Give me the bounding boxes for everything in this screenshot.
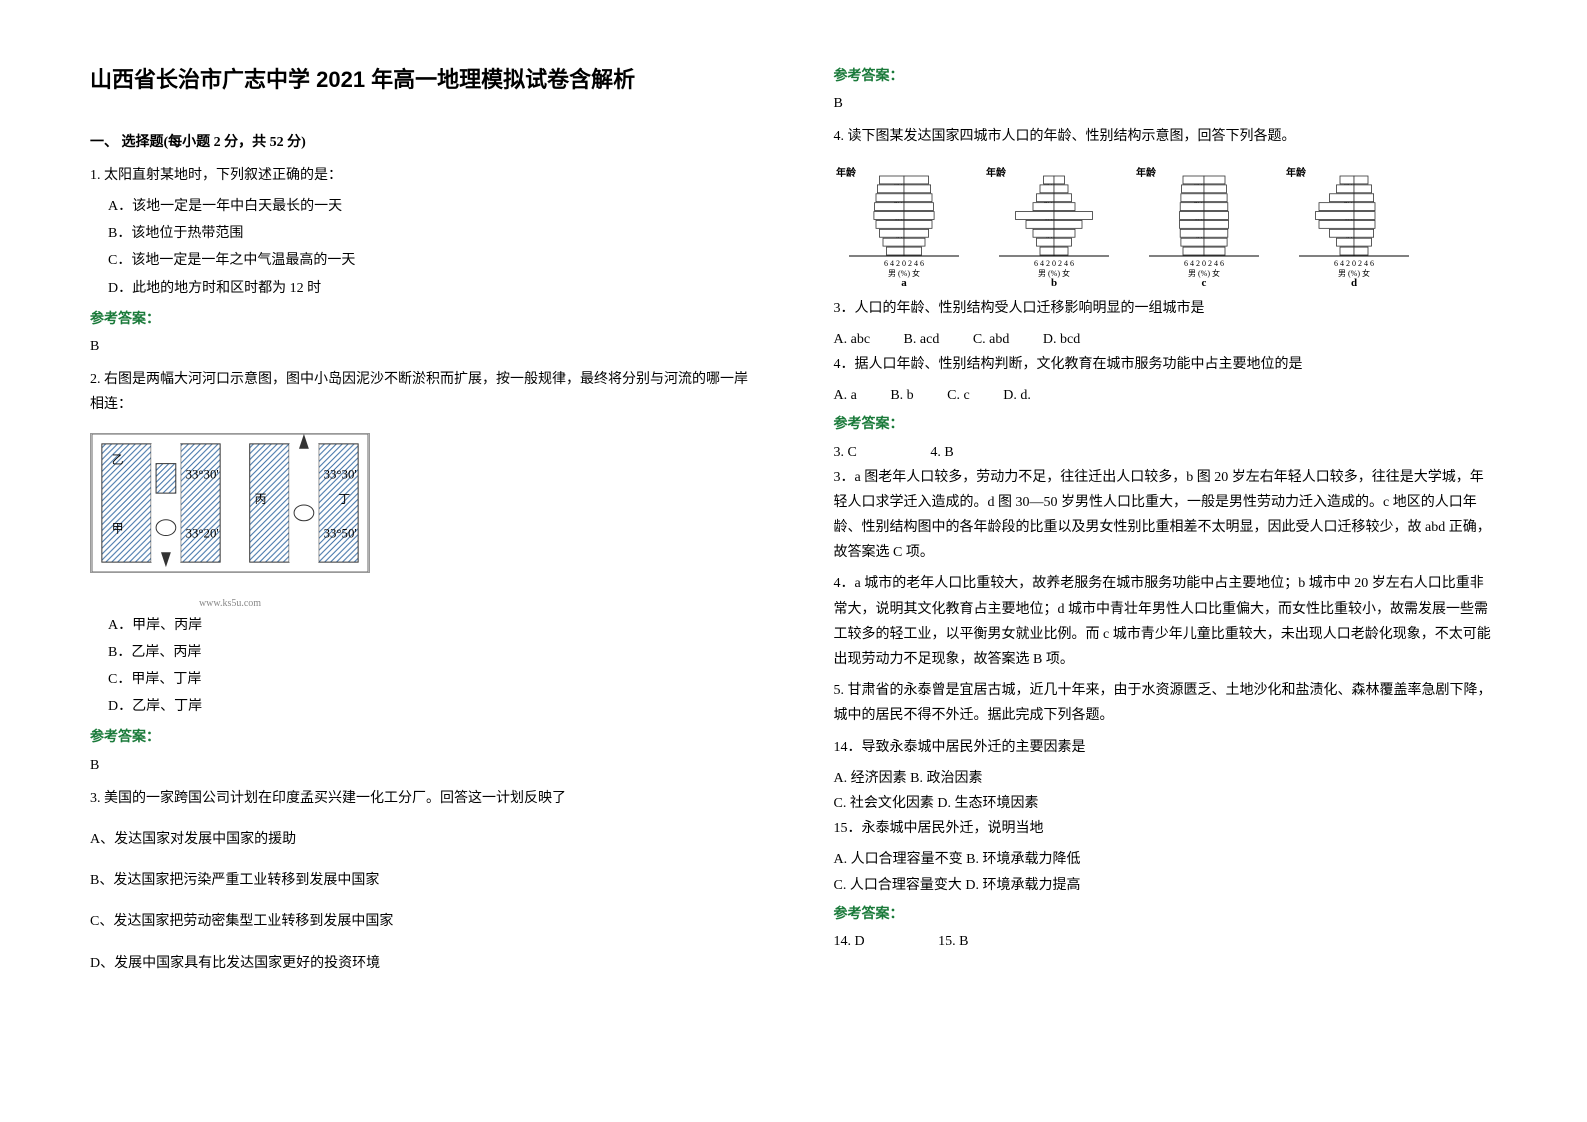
q3-stem: 3. 美国的一家跨国公司计划在印度孟买兴建一化工分厂。回答这一计划反映了 xyxy=(90,786,754,811)
q5-answer14: 14. D xyxy=(834,934,865,949)
q1-option-a: A．该地一定是一年中白天最长的一天 xyxy=(108,194,754,219)
q1-stem: 1. 太阳直射某地时，下列叙述正确的是： xyxy=(90,163,754,188)
svg-text:6 4 2 0 2 4 6: 6 4 2 0 2 4 6 xyxy=(1034,259,1074,268)
svg-text:年龄: 年龄 xyxy=(986,166,1007,179)
label-jia: 甲 xyxy=(112,522,124,536)
q3-answer: B xyxy=(834,91,1498,116)
q5-sub14-cd: C. 社会文化因素 D. 生态环境因素 xyxy=(834,791,1498,816)
q1-option-d: D．此地的地方时和区时都为 12 时 xyxy=(108,276,754,301)
q5-answer15: 15. B xyxy=(938,934,968,949)
q4-answer4: 4. B xyxy=(930,445,953,460)
q5-sub15-ab: A. 人口合理容量不变 B. 环境承载力降低 xyxy=(834,847,1498,872)
pyramid-charts: 年龄806040206 4 2 0 2 4 6男 (%) 女a 年龄806040… xyxy=(834,166,1498,286)
q4-sub3-b: B. acd xyxy=(904,332,940,347)
q5-sub14-ab: A. 经济因素 B. 政治因素 xyxy=(834,766,1498,791)
q1-answer: B xyxy=(90,334,754,359)
q2-option-d: D．乙岸、丁岸 xyxy=(108,694,754,719)
svg-text:a: a xyxy=(901,277,907,286)
q2-option-c: C．甲岸、丁岸 xyxy=(108,667,754,692)
label-yi: 乙 xyxy=(112,453,124,467)
document-title: 山西省长治市广志中学 2021 年高一地理模拟试卷含解析 xyxy=(90,60,754,100)
q4-answers: 3. C 4. B xyxy=(834,440,1498,465)
q4-sub4-stem: 4．据人口年龄、性别结构判断，文化教育在城市服务功能中占主要地位的是 xyxy=(834,352,1498,377)
q4-answer-label: 参考答案： xyxy=(834,412,1498,437)
lat-4: 33°50' xyxy=(324,527,357,541)
q4-answer3: 3. C xyxy=(834,445,857,460)
q4-sub4-options: A. a B. b C. c D. d. xyxy=(834,383,1498,408)
river-diagram: 乙 甲 33°30' 33°20' 丙 丁 33°30' 33°50' xyxy=(90,433,370,573)
q5-sub15-cd: C. 人口合理容量变大 D. 环境承载力提高 xyxy=(834,873,1498,898)
q1-option-c: C．该地一定是一年之中气温最高的一天 xyxy=(108,248,754,273)
svg-text:6 4 2 0 2 4 6: 6 4 2 0 2 4 6 xyxy=(884,259,924,268)
q4-sub3-stem: 3．人口的年龄、性别结构受人口迁移影响明显的一组城市是 xyxy=(834,296,1498,321)
q5-sub14-stem: 14．导致永泰城中居民外迁的主要因素是 xyxy=(834,735,1498,760)
q4-sub4-a: A. a xyxy=(834,388,857,403)
q4-sub3-a: A. abc xyxy=(834,332,871,347)
lat-1: 33°30' xyxy=(186,468,219,482)
section-1-header: 一、 选择题(每小题 2 分，共 52 分) xyxy=(90,130,754,155)
q3-option-c: C、发达国家把劳动密集型工业转移到发展中国家 xyxy=(90,909,754,934)
q5-answer-label: 参考答案： xyxy=(834,902,1498,927)
q2-option-a: A．甲岸、丙岸 xyxy=(108,613,754,638)
pyramid-b: 年龄806040206 4 2 0 2 4 6男 (%) 女b xyxy=(984,166,1124,286)
q1-answer-label: 参考答案： xyxy=(90,307,754,332)
q2-diagram-wrapper: 乙 甲 33°30' 33°20' 丙 丁 33°30' 33°50' xyxy=(90,423,754,612)
svg-text:d: d xyxy=(1350,277,1356,286)
pyramid-a: 年龄806040206 4 2 0 2 4 6男 (%) 女a xyxy=(834,166,974,286)
q4-sub3-c: C. abd xyxy=(973,332,1010,347)
q4-explain3: 3．a 图老年人口较多，劳动力不足，往往迁出人口较多，b 图 20 岁左右年轻人… xyxy=(834,465,1498,566)
svg-text:b: b xyxy=(1050,277,1056,286)
right-column: 参考答案： B 4. 读下图某发达国家四城市人口的年龄、性别结构示意图，回答下列… xyxy=(834,60,1498,1062)
q5-answers: 14. D 15. B xyxy=(834,929,1498,954)
q4-sub4-c: C. c xyxy=(947,388,970,403)
left-column: 山西省长治市广志中学 2021 年高一地理模拟试卷含解析 一、 选择题(每小题 … xyxy=(90,60,754,1062)
lat-3: 33°30' xyxy=(324,468,357,482)
svg-text:c: c xyxy=(1201,277,1206,286)
svg-text:年龄: 年龄 xyxy=(836,166,857,179)
svg-text:6 4 2 0 2 4 6: 6 4 2 0 2 4 6 xyxy=(1184,259,1224,268)
q4-explain4: 4．a 城市的老年人口比重较大，故养老服务在城市服务功能中占主要地位；b 城市中… xyxy=(834,571,1498,672)
q4-stem: 4. 读下图某发达国家四城市人口的年龄、性别结构示意图，回答下列各题。 xyxy=(834,124,1498,149)
pyramid-c: 年龄806040206 4 2 0 2 4 6男 (%) 女c xyxy=(1134,166,1274,286)
pyramid-d: 年龄806040206 4 2 0 2 4 6男 (%) 女d xyxy=(1284,166,1424,286)
label-bing: 丙 xyxy=(255,492,267,506)
diagram-watermark: www.ks5u.com xyxy=(90,595,370,613)
q5-sub15-stem: 15．永泰城中居民外迁，说明当地 xyxy=(834,816,1498,841)
page-container: 山西省长治市广志中学 2021 年高一地理模拟试卷含解析 一、 选择题(每小题 … xyxy=(90,60,1497,1062)
q4-sub4-b: B. b xyxy=(890,388,913,403)
q3-option-d: D、发展中国家具有比发达国家更好的投资环境 xyxy=(90,951,754,976)
q5-stem: 5. 甘肃省的永泰曾是宜居古城，近几十年来，由于水资源匮乏、土地沙化和盐渍化、森… xyxy=(834,678,1498,728)
q4-sub3-options: A. abc B. acd C. abd D. bcd xyxy=(834,327,1498,352)
svg-text:年龄: 年龄 xyxy=(1286,166,1307,179)
q2-answer: B xyxy=(90,753,754,778)
svg-text:6 4 2 0 2 4 6: 6 4 2 0 2 4 6 xyxy=(1334,259,1374,268)
lat-2: 33°20' xyxy=(186,527,219,541)
q3-option-a: A、发达国家对发展中国家的援助 xyxy=(90,827,754,852)
q4-sub4-d: D. d. xyxy=(1003,388,1031,403)
q2-answer-label: 参考答案： xyxy=(90,725,754,750)
q1-option-b: B．该地位于热带范围 xyxy=(108,221,754,246)
q3-option-b: B、发达国家把污染严重工业转移到发展中国家 xyxy=(90,868,754,893)
svg-text:年龄: 年龄 xyxy=(1136,166,1157,179)
q2-stem: 2. 右图是两幅大河河口示意图，图中小岛因泥沙不断淤积而扩展，按一般规律，最终将… xyxy=(90,367,754,417)
label-ding: 丁 xyxy=(338,492,350,506)
q2-option-b: B．乙岸、丙岸 xyxy=(108,640,754,665)
q3-answer-label: 参考答案： xyxy=(834,64,1498,89)
q4-sub3-d: D. bcd xyxy=(1043,332,1080,347)
